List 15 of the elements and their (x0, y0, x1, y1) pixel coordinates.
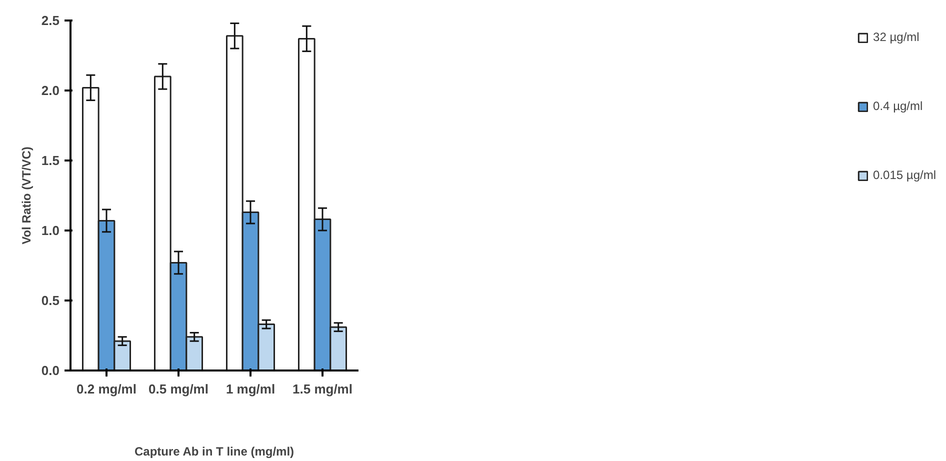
legend-label: 32 µg/ml (873, 30, 920, 44)
legend-label: 0.015 µg/ml (873, 168, 936, 182)
y-tick-label: 2.5 (41, 13, 60, 28)
legend-label: 0.4 µg/ml (873, 99, 923, 113)
x-axis-title: Capture Ab in T line (mg/ml) (134, 444, 294, 458)
y-tick-label: 0.5 (41, 293, 60, 308)
y-axis-title: Vol Ratio (VT/VC) (19, 146, 34, 244)
x-tick-label: 1.5 mg/ml (292, 382, 352, 396)
x-tick-label: 0.2 mg/ml (76, 382, 136, 396)
x-tick-label: 1 mg/ml (226, 382, 276, 396)
y-tick-label: 1.0 (41, 223, 60, 238)
y-tick-label: 1.5 (41, 153, 60, 168)
y-tick-label: 2.0 (41, 83, 60, 98)
y-tick-label: 0.0 (41, 363, 60, 378)
x-tick-label: 0.5 mg/ml (148, 382, 208, 396)
